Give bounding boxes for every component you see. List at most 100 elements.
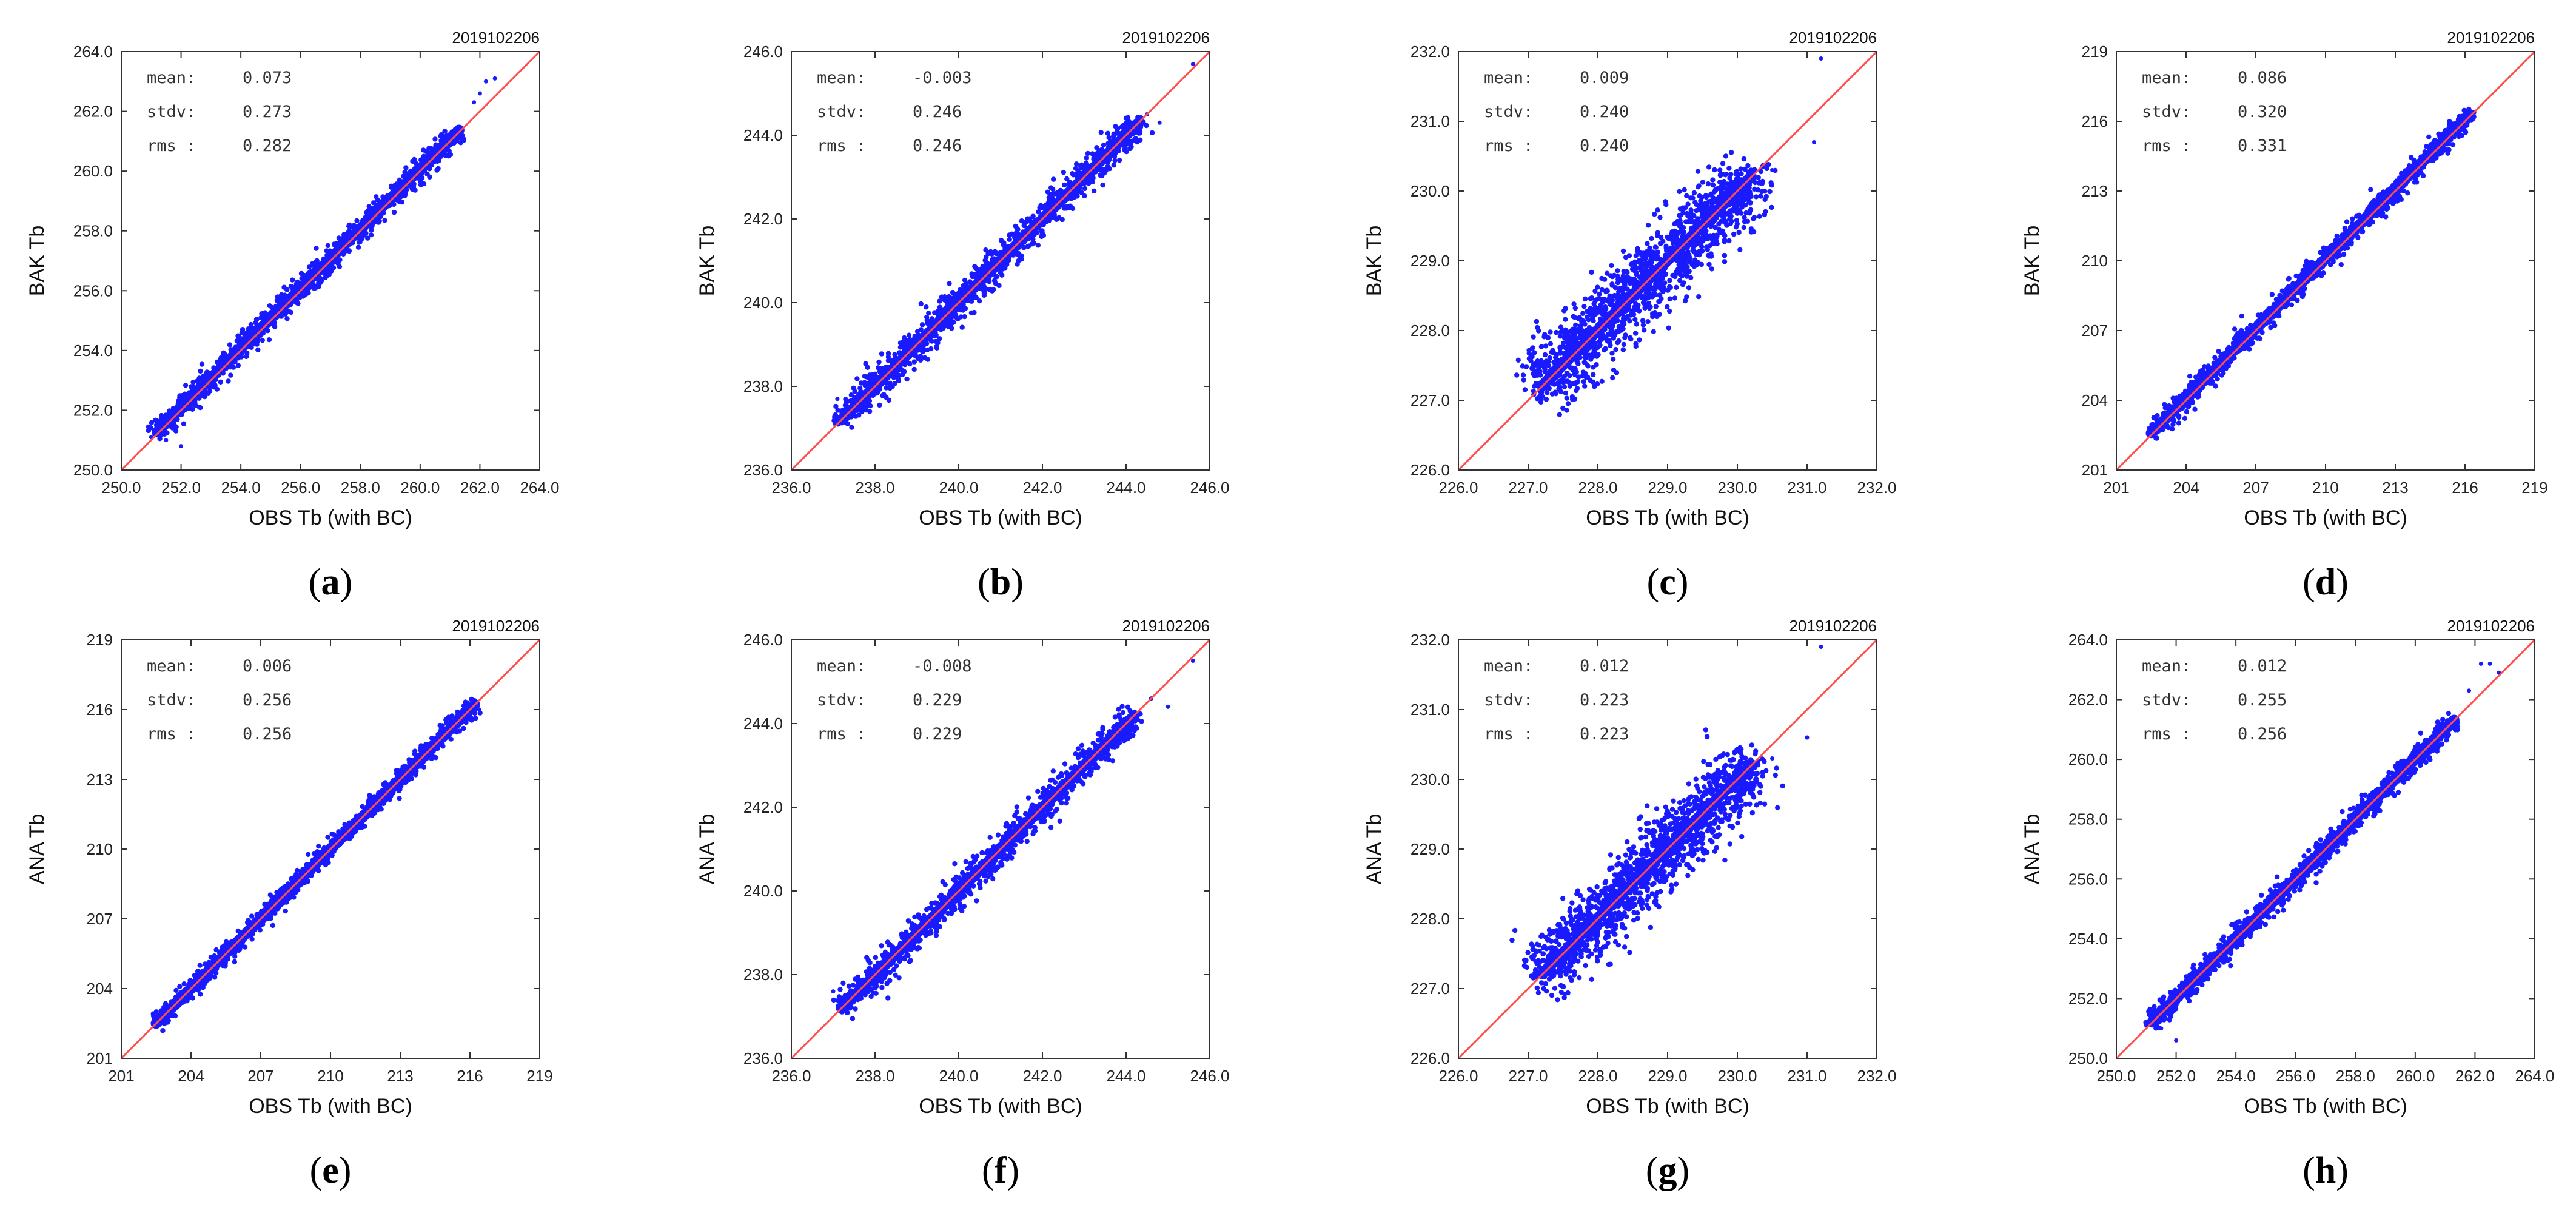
data-point <box>318 277 324 283</box>
data-point <box>1733 172 1739 177</box>
data-point <box>1708 235 1713 241</box>
data-point <box>1618 277 1623 283</box>
x-axis-title: OBS Tb (with BC) <box>249 506 412 529</box>
data-point <box>932 310 937 315</box>
data-point <box>1645 223 1651 228</box>
data-point <box>854 376 860 381</box>
data-point <box>190 380 196 385</box>
data-point <box>371 200 377 206</box>
data-point <box>1591 365 1596 370</box>
data-point <box>1662 280 1668 286</box>
data-point <box>311 285 317 291</box>
data-point <box>1615 340 1620 346</box>
data-point <box>1563 390 1568 396</box>
data-point <box>1563 317 1568 322</box>
data-point <box>1557 349 1563 355</box>
data-point <box>879 351 885 357</box>
data-point <box>1706 164 1712 170</box>
data-point <box>1616 329 1622 334</box>
data-point <box>865 403 871 408</box>
data-point <box>1561 378 1568 384</box>
data-point <box>1769 183 1774 188</box>
data-point <box>369 227 374 233</box>
data-point <box>1534 396 1540 402</box>
data-point <box>427 174 432 180</box>
data-point <box>354 218 360 224</box>
data-point <box>1590 317 1595 322</box>
data-point <box>1560 344 1566 350</box>
data-point <box>1543 397 1549 402</box>
data-point <box>1728 221 1733 226</box>
data-point <box>1553 355 1558 360</box>
stat-value: 0.246 <box>913 136 962 155</box>
data-point <box>833 403 839 409</box>
data-point <box>881 392 887 398</box>
data-point <box>1663 243 1669 249</box>
data-point <box>1652 284 1658 289</box>
outlier-point <box>179 444 184 449</box>
y-tick-label: 232.0 <box>1410 42 1450 61</box>
data-point <box>382 218 387 223</box>
outlier-point <box>835 397 840 402</box>
stat-value: 0.240 <box>1580 102 1629 121</box>
data-point <box>1529 354 1535 360</box>
stat-value: 0.009 <box>1580 69 1629 87</box>
data-point <box>1589 269 1594 275</box>
data-point <box>1580 311 1586 316</box>
data-point <box>1677 278 1683 283</box>
data-point <box>1610 357 1616 362</box>
data-point <box>884 385 889 391</box>
data-point <box>1582 296 1588 301</box>
data-point <box>1073 166 1079 171</box>
data-point <box>1632 304 1637 310</box>
data-point <box>1614 370 1620 375</box>
data-point <box>937 298 942 304</box>
plot-frame <box>121 51 540 471</box>
data-point <box>227 342 233 348</box>
data-point <box>1531 334 1536 340</box>
outlier-point <box>173 408 178 412</box>
data-point <box>1581 379 1586 385</box>
data-point <box>177 393 183 398</box>
data-point <box>1621 269 1626 274</box>
data-point <box>1615 268 1620 274</box>
data-point <box>1623 332 1628 338</box>
data-point <box>1564 338 1570 344</box>
y-tick-label: 264.0 <box>73 42 113 61</box>
data-point <box>1757 180 1762 185</box>
y-tick-label: 246.0 <box>743 42 783 61</box>
data-point <box>1532 350 1537 355</box>
data-point <box>2182 415 2188 421</box>
data-point <box>1599 378 1605 384</box>
data-point <box>1645 241 1650 246</box>
data-point <box>886 397 892 403</box>
scatter-points <box>1514 56 1823 417</box>
data-point <box>1677 189 1682 195</box>
data-point <box>1690 195 1696 201</box>
data-point <box>1585 363 1591 369</box>
data-point <box>1763 193 1769 200</box>
data-point <box>1560 405 1566 411</box>
data-point <box>1591 372 1596 377</box>
data-point <box>879 366 885 371</box>
data-point <box>1111 133 1116 139</box>
data-point <box>1051 176 1056 182</box>
data-point <box>1570 326 1575 332</box>
data-point <box>1551 359 1557 365</box>
data-point <box>1695 169 1701 174</box>
x-tick-label: 231.0 <box>1787 479 1826 497</box>
data-point <box>391 209 397 215</box>
data-point <box>2338 262 2344 267</box>
data-point <box>1062 182 1067 188</box>
data-point <box>1565 401 1571 406</box>
data-point <box>260 337 265 343</box>
data-point <box>1721 232 1727 238</box>
data-point <box>1634 272 1640 277</box>
x-tick-label: 229.0 <box>1648 479 1687 497</box>
data-point <box>1073 161 1079 167</box>
data-point <box>1633 331 1639 336</box>
data-point <box>1548 329 1553 335</box>
data-point <box>1094 145 1099 150</box>
data-point <box>917 354 924 359</box>
